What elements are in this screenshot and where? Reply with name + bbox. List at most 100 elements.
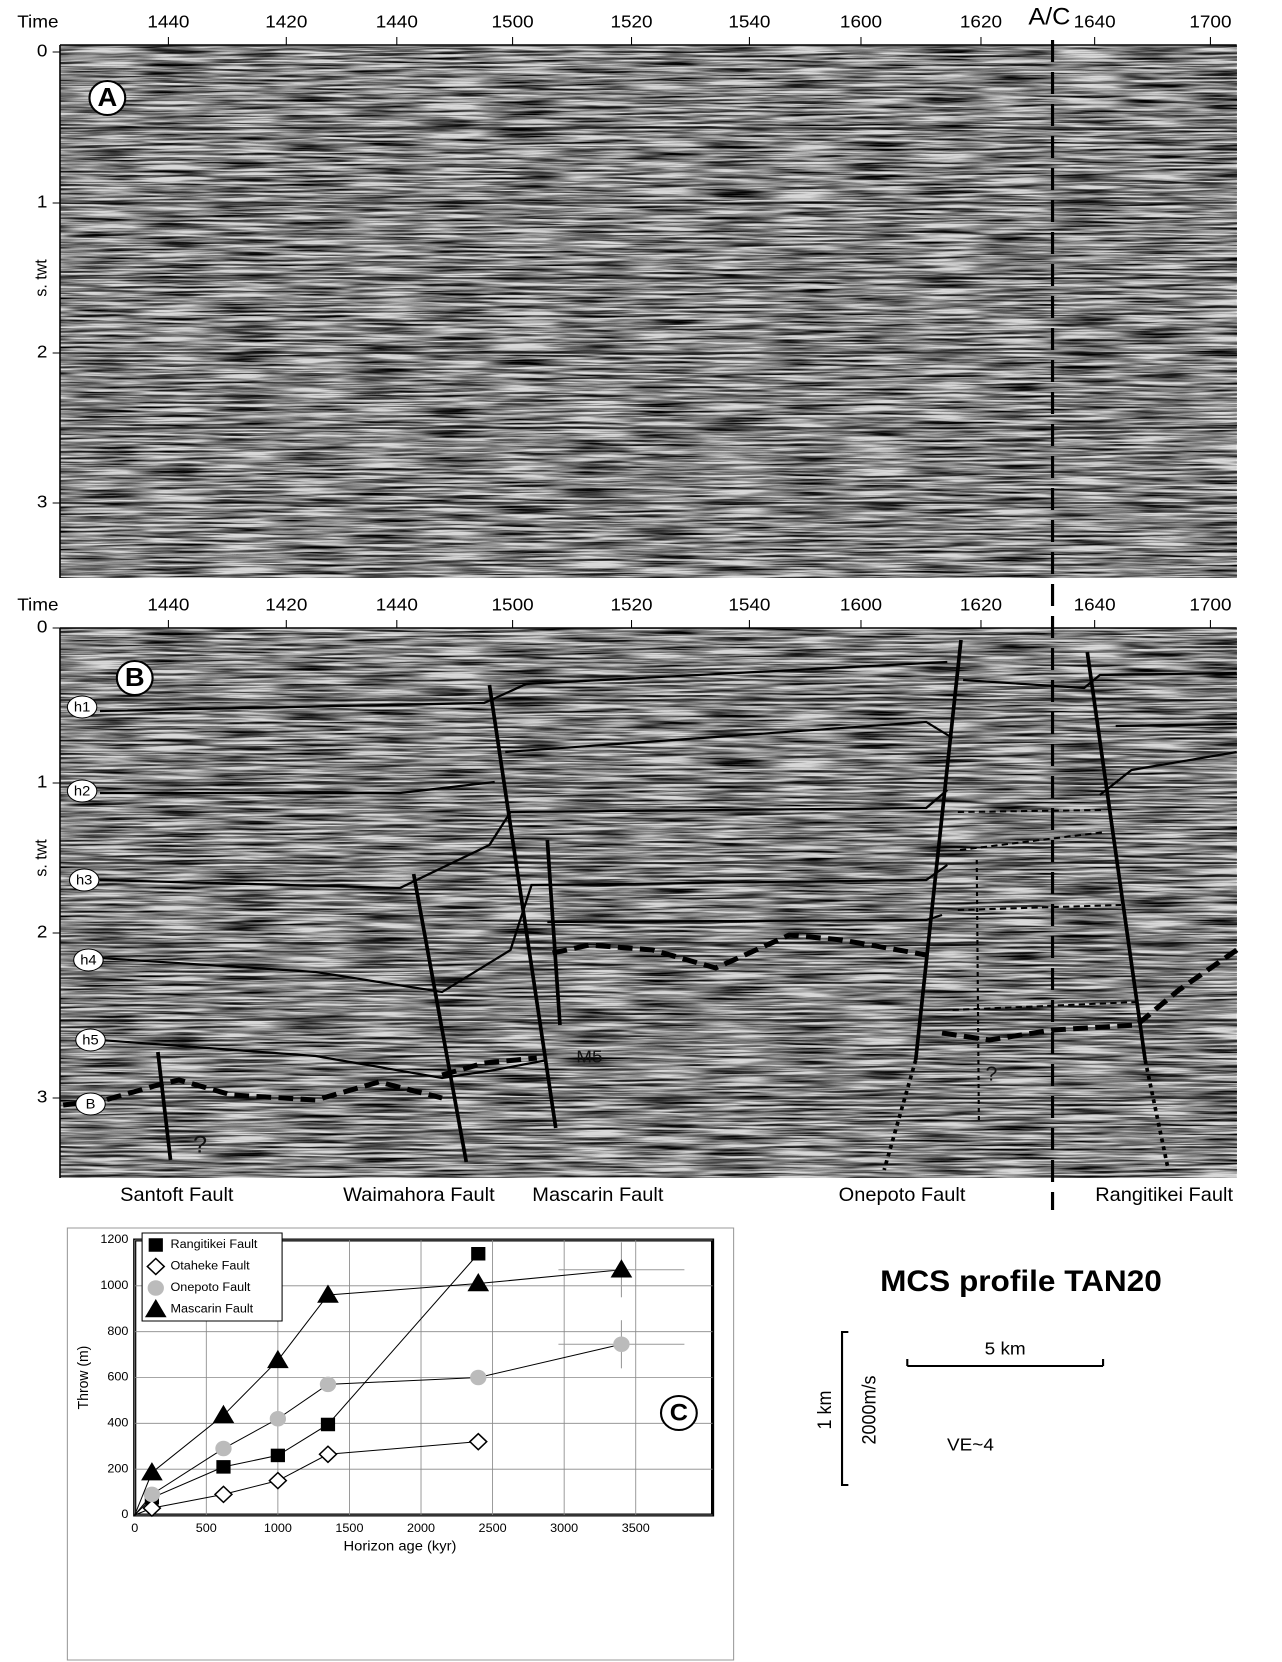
- horizon-label: h4: [80, 953, 96, 969]
- horizon-badge: [68, 868, 100, 892]
- horizon-badge: [75, 1028, 106, 1052]
- x-tick-label: 1500: [335, 1521, 363, 1535]
- marker: [467, 1273, 490, 1292]
- x-tick-label: 3500: [622, 1521, 650, 1535]
- x-axis-title: Time: [17, 594, 58, 614]
- unconformity: [441, 1055, 538, 1078]
- horizon: [99, 864, 948, 994]
- x-tick-label: 3000: [550, 1521, 578, 1535]
- fault: [1085, 651, 1147, 1061]
- marker: [146, 1257, 166, 1276]
- scale-label: 5 km: [985, 1338, 1026, 1358]
- fault-name: Waimahora Fault: [343, 1184, 495, 1205]
- legend-label: Otaheke Fault: [171, 1259, 251, 1273]
- series: [134, 1432, 488, 1518]
- marker: [613, 1336, 630, 1353]
- panel-badge: [659, 1395, 698, 1431]
- seismic-texture: [59, 628, 1237, 1178]
- series: [134, 1320, 685, 1516]
- panel-badge: [88, 80, 127, 116]
- horizon: [1099, 750, 1237, 796]
- x-tick-label: 1420: [265, 594, 307, 614]
- horizon-badge: [66, 695, 98, 719]
- marker: [143, 1486, 161, 1503]
- marker: [317, 1284, 339, 1303]
- panel-badge: [115, 660, 154, 696]
- panel-label: A: [97, 82, 117, 111]
- legend-label: Mascarin Fault: [171, 1302, 254, 1316]
- x-tick-label: 1640: [1074, 11, 1116, 31]
- y-tick-label: 400: [107, 1416, 128, 1430]
- legend-label: Onepoto Fault: [171, 1280, 251, 1294]
- marker: [141, 1462, 163, 1481]
- marker: [468, 1432, 488, 1451]
- fault: [545, 839, 562, 1026]
- scale-bar-vertical: [840, 1331, 849, 1486]
- horizon: [505, 720, 954, 754]
- fault-inferred: [975, 859, 980, 1121]
- annotation: ?: [986, 1063, 998, 1085]
- marker: [148, 1238, 163, 1252]
- x-tick-label: 1520: [610, 11, 652, 31]
- fault-name: Mascarin Fault: [532, 1184, 664, 1205]
- x-axis-title: Time: [17, 11, 58, 31]
- x-tick-label: 1440: [376, 11, 418, 31]
- horizon-label: h2: [74, 784, 90, 800]
- x-tick-label: 1520: [610, 594, 652, 614]
- unconformity: [551, 932, 927, 971]
- x-tick-label: 2500: [479, 1521, 507, 1535]
- x-tick-label: 500: [196, 1521, 217, 1535]
- fault-name: Santoft Fault: [120, 1184, 234, 1205]
- y-tick-label: 1200: [100, 1232, 128, 1246]
- y-tick-label: 1: [37, 771, 48, 791]
- horizon-label: B: [86, 1097, 96, 1113]
- y-tick-label: 2: [37, 341, 48, 361]
- x-tick-label: 1440: [147, 11, 189, 31]
- y-tick-label: 3: [37, 491, 48, 511]
- marker: [319, 1376, 337, 1393]
- y-tick-label: 200: [107, 1462, 128, 1476]
- horizon: [99, 1038, 548, 1080]
- y-tick-label: 1000: [100, 1278, 128, 1292]
- unconformity: [62, 1077, 443, 1108]
- y-axis-title: Throw (m): [76, 1346, 92, 1410]
- legend-box: [141, 1232, 283, 1322]
- horizon-badge: [75, 1092, 106, 1116]
- panel-label: C: [670, 1400, 688, 1426]
- y-tick-label: 2: [37, 921, 48, 941]
- annotation: ?: [193, 1132, 207, 1158]
- marker: [144, 1298, 167, 1318]
- x-tick-label: 1500: [492, 11, 534, 31]
- fault-inferred: [1143, 1059, 1171, 1171]
- x-tick-label: 1700: [1189, 11, 1231, 31]
- marker: [216, 1460, 231, 1474]
- horizon-badge: [66, 779, 98, 803]
- marker: [269, 1411, 287, 1427]
- scale-label: VE~4: [947, 1434, 994, 1454]
- marker: [270, 1448, 285, 1463]
- fault: [156, 1051, 173, 1161]
- horizon-label: h5: [82, 1033, 98, 1049]
- y-tick-label: 0: [37, 40, 48, 60]
- x-tick-label: 0: [131, 1521, 138, 1535]
- x-tick-label: 1420: [265, 11, 307, 31]
- x-tick-label: 1000: [264, 1521, 292, 1535]
- y-tick-label: 0: [37, 616, 48, 636]
- marker: [320, 1417, 336, 1432]
- horizon: [1115, 722, 1237, 728]
- horizon: [547, 913, 943, 924]
- profile-title: MCS profile TAN20: [880, 1264, 1162, 1298]
- marker: [212, 1404, 235, 1424]
- horizon-dashed: [959, 831, 1106, 851]
- x-tick-label: 1640: [1074, 594, 1116, 614]
- horizon-dashed: [957, 809, 1106, 813]
- marker: [268, 1471, 288, 1490]
- fault: [487, 684, 558, 1129]
- y-tick-label: 0: [121, 1507, 128, 1521]
- y-axis-title: s. twt: [32, 839, 50, 877]
- annotation: M5: [576, 1046, 602, 1066]
- x-tick-label: 1600: [840, 11, 882, 31]
- fault-inferred: [882, 1059, 918, 1171]
